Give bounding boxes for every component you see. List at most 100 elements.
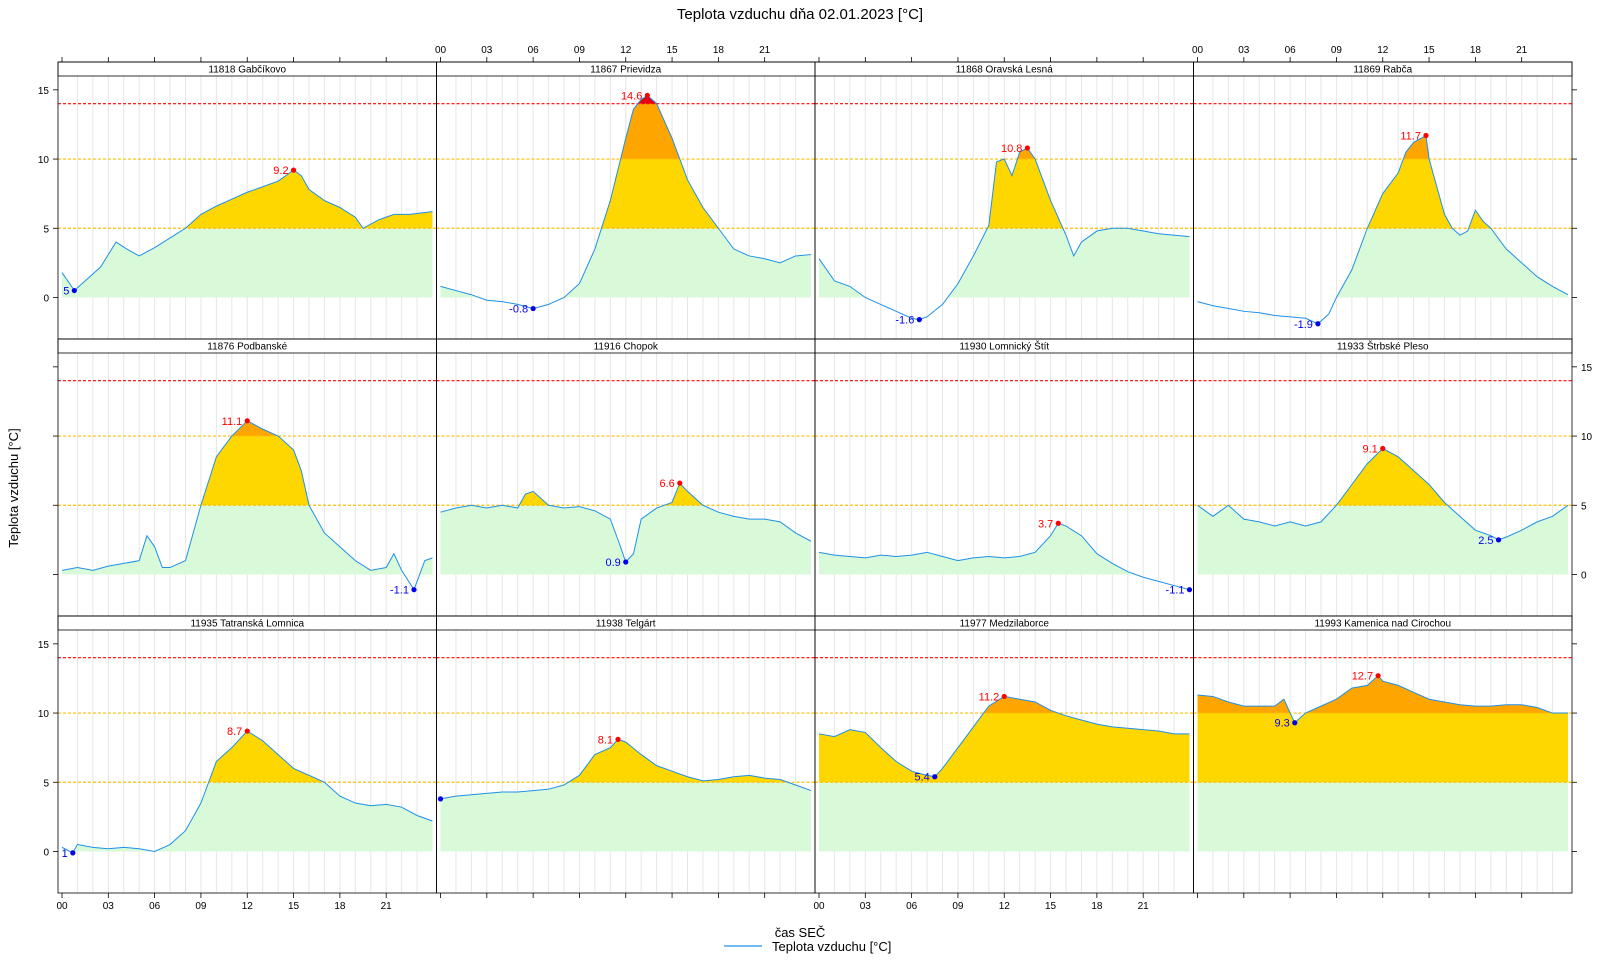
x-tick-label: 03 [860,901,872,912]
panel-11876-podbanske: 11.1 -1.1 11876 Podbanské [57,338,437,617]
max-label: 11.1 [222,416,243,428]
fill-band-0-5 [62,228,433,298]
x-tick-label: 09 [952,901,964,912]
max-label: 8.1 [598,734,613,746]
fill-band-0-5 [440,228,811,298]
fill-band-5-10 [200,436,310,506]
fill-band-10-14 [1197,675,1553,714]
panel-11868-oravska-lesna: 10.8 -1.6 11868 Oravská Lesná [814,61,1194,340]
max-marker [1024,145,1031,151]
x-tick-label: 18 [1091,901,1103,912]
x-tick-label: 06 [528,45,540,56]
x-tick-label: 15 [288,901,300,912]
max-marker [1380,445,1386,452]
max-marker [1375,673,1381,679]
y-tick-label: 15 [1581,363,1593,374]
station-name: 11869 Rabča [1353,65,1412,76]
x-tick-label: 18 [334,901,346,912]
x-tick-label: 21 [1138,901,1150,912]
fill-band-5-10 [471,483,703,506]
x-tick-label: 06 [149,901,161,912]
max-marker [677,480,683,486]
x-tick-label: 15 [1045,901,1057,912]
min-label: -1.9 [1294,319,1313,331]
fill-band-5-10 [987,159,1128,229]
x-axis-label: čas SEČ [775,925,826,940]
station-name: 11818 Gabčíkovo [208,65,286,76]
panel-plot-area [58,630,437,893]
station-name: 11868 Oravská Lesná [956,65,1054,76]
fill-band-0-5 [62,505,433,575]
min-label: 0.9 [605,557,620,569]
y-tick-label: 5 [43,224,49,235]
x-tick-label: 00 [56,901,68,912]
fill-band-10-14 [1017,147,1036,160]
panel-plot-area [1193,630,1572,893]
max-label: 11.2 [979,691,1000,703]
panel-plot-area [815,353,1194,616]
x-tick-label: 09 [574,45,586,56]
fill-band-14-99 [637,95,657,104]
min-label: 5 [63,286,69,298]
x-tick-label: 21 [1516,45,1528,56]
panel-11916-chopok: 6.6 0.9 11916 Chopok [436,338,816,617]
fill-band-10-14 [620,103,680,160]
x-tick-label: 21 [381,901,393,912]
min-marker [530,305,536,312]
max-marker [244,728,250,734]
max-marker [1055,520,1061,526]
y-tick-label: 5 [1581,501,1587,512]
station-name: 11933 Štrbské Pleso [1337,340,1429,353]
station-name: 11993 Kamenica nad Cirochou [1314,619,1451,630]
min-marker [623,559,629,565]
x-tick-label: 15 [1424,45,1436,56]
fill-band-0-5 [440,505,811,575]
station-name: 11916 Chopok [594,342,659,353]
panel-11977-medzilaborce: 11.2 5.4 11977 Medzilaborce [814,615,1194,894]
x-tick-label: 06 [906,901,918,912]
max-label: 9.2 [273,165,288,177]
temperature-line-11977-medzilaborce [818,695,1190,778]
x-tick-label: 15 [667,45,679,56]
x-tick-label: 00 [435,45,447,56]
max-label: 9.1 [1362,444,1377,456]
x-tick-label: 00 [813,901,825,912]
fill-band-0-5 [819,782,1190,852]
panel-plot-area [815,630,1194,893]
panel-11933-strbske-pleso: 9.1 2.5 11933 Štrbské Pleso [1193,338,1573,617]
panel-plot-area [1193,76,1572,339]
y-axis-label: Teplota vzduchu [°C] [6,428,21,547]
panel-plot-area [815,76,1194,339]
station-name: 11935 Tatranská Lomnica [190,619,304,630]
min-marker [437,796,444,802]
max-marker [290,167,297,173]
temperature-line-11818-gabcikovo [61,169,433,292]
station-name: 11977 Medzilaborce [960,619,1050,630]
panel-11993-kamenica-nad-cirochou: 12.7 9.3 11993 Kamenica nad Cirochou [1193,615,1573,894]
fill-band-0-5 [62,782,433,852]
y-tick-label: 15 [38,640,50,651]
station-name: 11938 Telgárt [596,619,656,630]
min-marker [932,774,938,780]
panel-11938-telgart: 8.1 11938 Telgárt [436,615,816,894]
max-marker [1423,132,1429,139]
min-marker [916,317,922,323]
panel-plot-area [436,630,815,893]
min-marker [70,850,76,856]
x-tick-label: 06 [1285,45,1297,56]
y-tick-label: 10 [1581,432,1593,443]
x-tick-label: 09 [195,901,207,912]
max-label: 3.7 [1038,518,1053,530]
x-tick-label: 18 [1470,45,1482,56]
max-marker [615,736,621,742]
panel-plot-area [58,76,437,339]
y-tick-label: 0 [1581,570,1587,581]
station-name: 11876 Podbanské [207,342,287,353]
max-label: 11.7 [1400,131,1421,143]
x-tick-label: 12 [242,901,254,912]
max-marker [644,92,650,98]
temperature-line-11935-tatranska-lomnica [61,730,433,854]
y-tick-label: 10 [38,709,50,720]
